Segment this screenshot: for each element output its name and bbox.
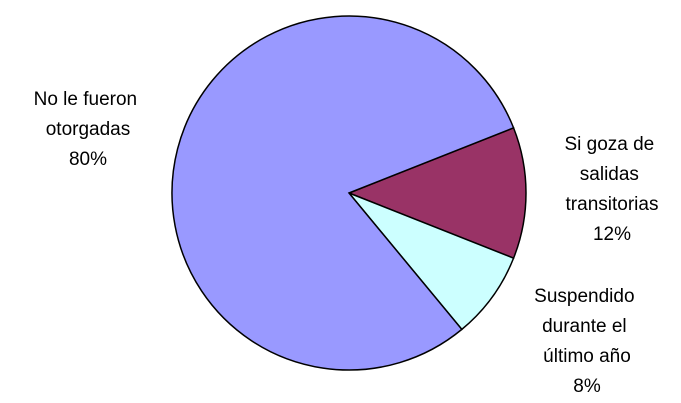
pie-slice xyxy=(171,15,515,371)
value-label: 12% xyxy=(593,224,631,245)
value-label: 8% xyxy=(573,376,601,397)
pie-slice xyxy=(346,126,527,260)
pie-slice xyxy=(348,192,515,331)
slice-label: Si goza de salidas transitorias xyxy=(564,134,659,215)
value-label: 80% xyxy=(69,149,107,170)
slice-label: Suspendido durante el último año xyxy=(534,286,640,367)
slice-label: No le fueron otorgadas xyxy=(34,89,143,140)
